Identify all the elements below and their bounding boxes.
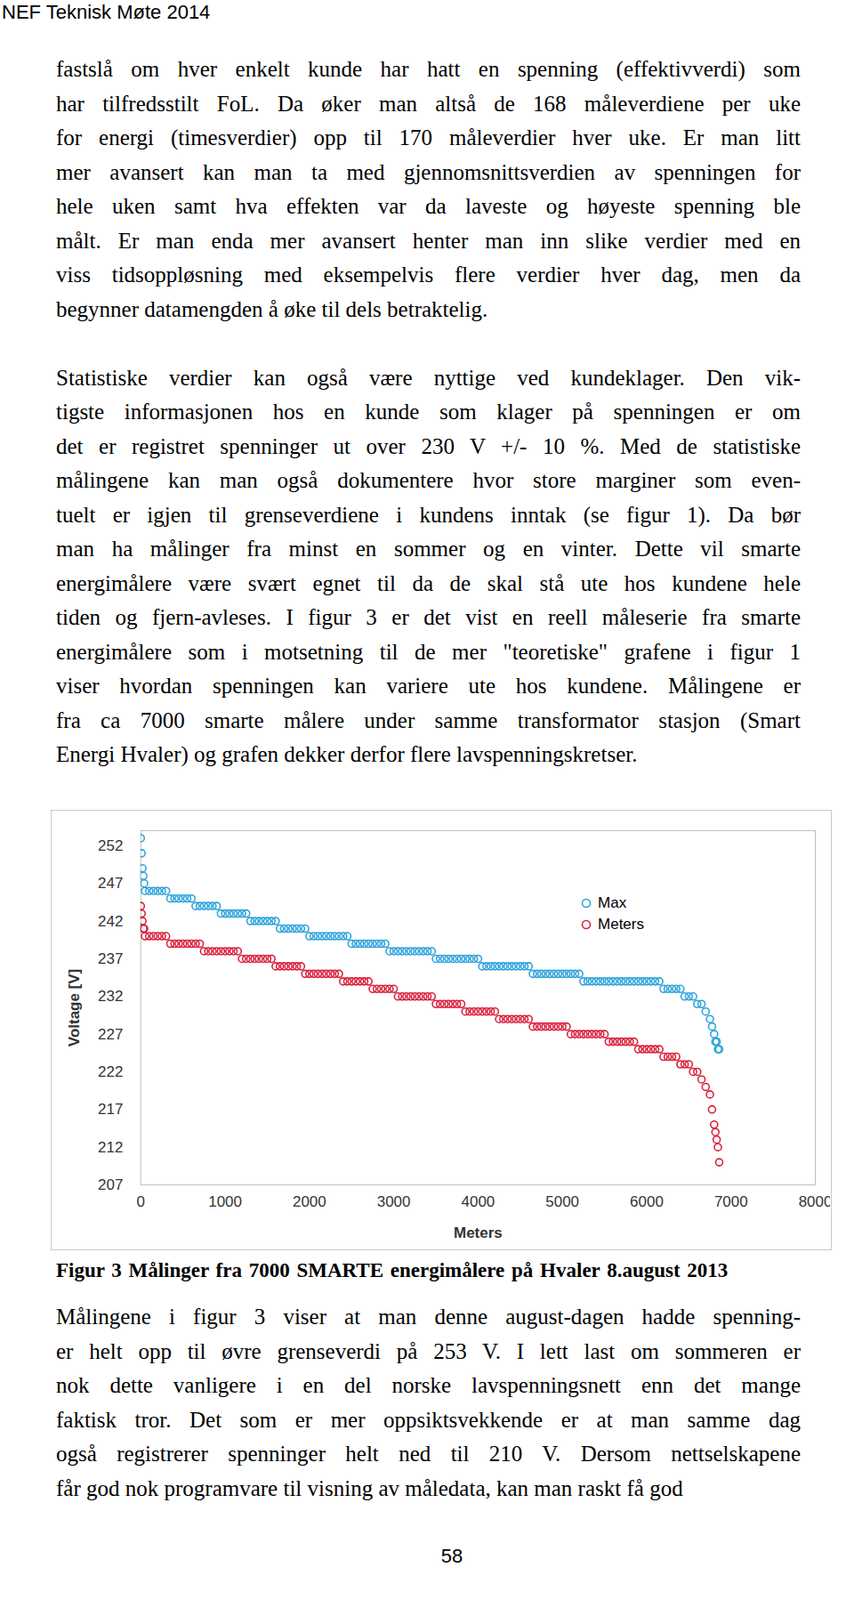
svg-text:5000: 5000 (545, 1192, 580, 1210)
svg-text:2000: 2000 (292, 1192, 327, 1210)
html-text:energimålere som i motsetning: energimålere som i motsetning til de mer… (56, 639, 801, 664)
svg-text:6000: 6000 (629, 1192, 664, 1210)
svg-text:8000: 8000 (798, 1192, 830, 1210)
html-text:tiden og fjern-avleses. I figu: tiden og fjern-avleses. I figur 3 er det… (56, 604, 801, 629)
svg-text:217: 217 (97, 1100, 123, 1118)
html-text:NEF Teknisk Møte 2014: NEF Teknisk Møte 2014 (1, 0, 211, 24)
html-text:får god nok programvare til vi: får god nok programvare til visning av m… (56, 1475, 683, 1500)
html-text:tuelt er igjen til grenseverdi: tuelt er igjen til grenseverdiene i kund… (56, 502, 801, 527)
html-text:målingene kan man også dokumen: målingene kan man også dokumentere hvor … (56, 467, 801, 492)
html-text:Figur 3 Målinger fra 7000 SMAR: Figur 3 Målinger fra 7000 SMARTE energim… (56, 1258, 729, 1281)
html-text:Målingene i figur 3 viser at m: Målingene i figur 3 viser at man denne a… (56, 1304, 801, 1329)
svg-text:7000: 7000 (714, 1192, 749, 1210)
html-text:Statistiske verdier kan også v: Statistiske verdier kan også være nyttig… (56, 365, 801, 390)
html-text:også registrerer spenninger he: også registrerer spenninger helt ned til… (56, 1441, 801, 1466)
html-text:fra ca 7000 smarte målere unde: fra ca 7000 smarte målere under samme tr… (56, 707, 801, 732)
svg-text:247: 247 (97, 874, 123, 892)
html-text:begynner datamengden å øke til: begynner datamengden å øke til dels betr… (56, 296, 488, 321)
html-text:det er registret spenninger ut: det er registret spenninger ut over 230 … (56, 433, 801, 458)
html-text:fastslå om hver enkelt kunde h: fastslå om hver enkelt kunde har hatt en… (56, 56, 801, 81)
html-text:hele uken samt hva effekten va: hele uken samt hva effekten var da laves… (56, 193, 801, 218)
svg-text:4000: 4000 (461, 1192, 496, 1210)
html-text:målt. Er man enda mer avansert: målt. Er man enda mer avansert henter ma… (56, 228, 801, 253)
html-text:58: 58 (441, 1544, 463, 1567)
html-text:tigste informasjonen hos en ku: tigste informasjonen hos en kunde som kl… (56, 399, 801, 424)
html-text:viser hvordan spenningen kan v: viser hvordan spenningen kan variere ute… (56, 673, 801, 698)
svg-text:207: 207 (97, 1176, 123, 1193)
html-text:viss tidsoppløsning med eksemp: viss tidsoppløsning med eksempelvis fler… (56, 262, 801, 287)
html-text:Meters: Meters (597, 915, 645, 933)
html-text:er helt opp til øvre grensever: er helt opp til øvre grenseverdi på 253 … (56, 1338, 801, 1363)
svg-text:Meters: Meters (453, 1224, 503, 1241)
svg-text:222: 222 (97, 1063, 123, 1080)
html-text:man ha målinger fra minst en s: man ha målinger fra minst en sommer og e… (56, 536, 801, 561)
svg-text:237: 237 (97, 950, 123, 967)
svg-text:3000: 3000 (377, 1192, 411, 1210)
html-text:nok dette vanligere i en del n: nok dette vanligere i en del norske lavs… (56, 1372, 801, 1397)
svg-text:242: 242 (97, 912, 123, 930)
svg-text:252: 252 (97, 837, 123, 854)
html-text:har tilfredsstilt FoL. Da øker: har tilfredsstilt FoL. Da øker man altså… (56, 91, 801, 116)
svg-text:227: 227 (97, 1025, 123, 1043)
html-text:for energi (timesverdier) opp: for energi (timesverdier) opp til 170 må… (56, 125, 801, 150)
html-text:Max: Max (597, 894, 627, 911)
html-text:Energi Hvaler) og grafen dekke: Energi Hvaler) og grafen dekker derfor f… (56, 741, 638, 766)
svg-text:0: 0 (136, 1192, 146, 1210)
html-text:faktisk tror. Det som er mer o: faktisk tror. Det som er mer oppsiktsvek… (56, 1406, 801, 1431)
html-text:mer avansert kan man ta med gj: mer avansert kan man ta med gjennomsnitt… (56, 159, 801, 184)
svg-text:212: 212 (97, 1138, 123, 1156)
html-text:energimålere være svært egnet: energimålere være svært egnet til da de … (56, 570, 801, 595)
svg-text:1000: 1000 (208, 1192, 242, 1210)
svg-text:232: 232 (97, 987, 123, 1005)
svg-text:Voltage [V]: Voltage [V] (65, 968, 83, 1047)
